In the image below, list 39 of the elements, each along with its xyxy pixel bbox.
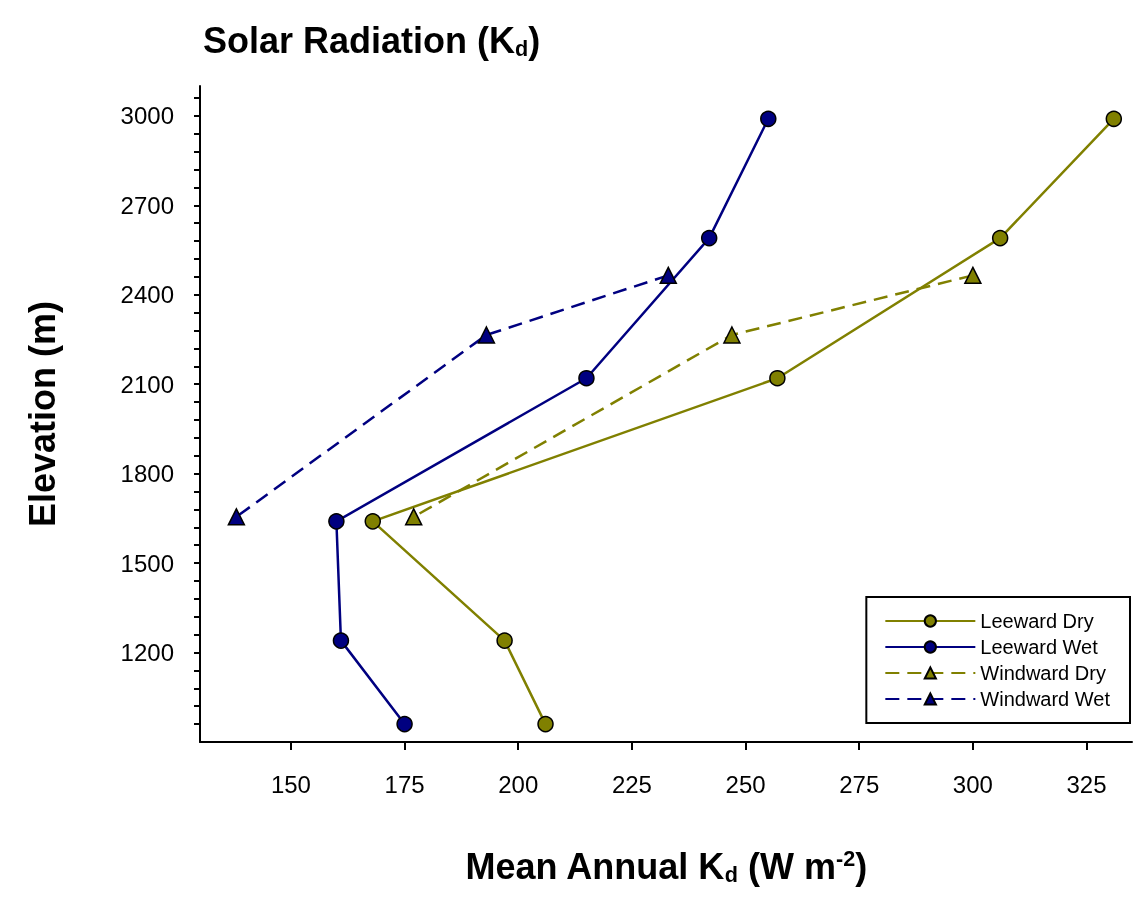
x-tick-label: 325 — [1066, 770, 1107, 798]
point — [1105, 110, 1123, 128]
point — [496, 632, 513, 649]
legend-label: Windward Wet — [980, 688, 1111, 710]
y-tick-label: 3000 — [120, 102, 174, 130]
x-tick-label: 150 — [270, 770, 311, 798]
x-tick-label: 200 — [498, 770, 539, 798]
y-tick-label: 1200 — [120, 639, 174, 667]
point — [991, 229, 1009, 247]
y-tick-label: 1500 — [120, 549, 174, 577]
point — [578, 369, 595, 387]
point — [404, 508, 423, 526]
x-tick-label: 225 — [611, 770, 652, 798]
y-tick-label: 2100 — [120, 370, 174, 398]
legend-label: Windward Dry — [980, 662, 1106, 684]
point — [769, 369, 786, 387]
x-tick-label: 250 — [725, 770, 766, 798]
y-tick-label: 2400 — [120, 281, 174, 309]
point — [659, 266, 678, 285]
point — [328, 513, 345, 530]
chart-title: Solar Radiation (Kd) — [203, 19, 541, 61]
x-tick-label: 300 — [952, 770, 993, 798]
point — [964, 266, 982, 285]
y-axis-title: Elevation (m) — [21, 300, 63, 528]
point — [227, 508, 246, 526]
y-tick-label: 1800 — [120, 460, 174, 488]
point — [477, 326, 496, 344]
point — [700, 229, 718, 247]
point — [364, 513, 382, 530]
x-tick-label: 175 — [384, 770, 425, 798]
point — [332, 632, 350, 649]
legend-label: Leeward Wet — [980, 636, 1099, 658]
point — [396, 715, 413, 733]
point — [537, 715, 554, 733]
point — [760, 110, 777, 128]
point — [723, 326, 741, 344]
x-tick-label: 275 — [839, 770, 880, 798]
legend-label: Leeward Dry — [980, 610, 1094, 632]
y-tick-label: 2700 — [120, 191, 174, 219]
